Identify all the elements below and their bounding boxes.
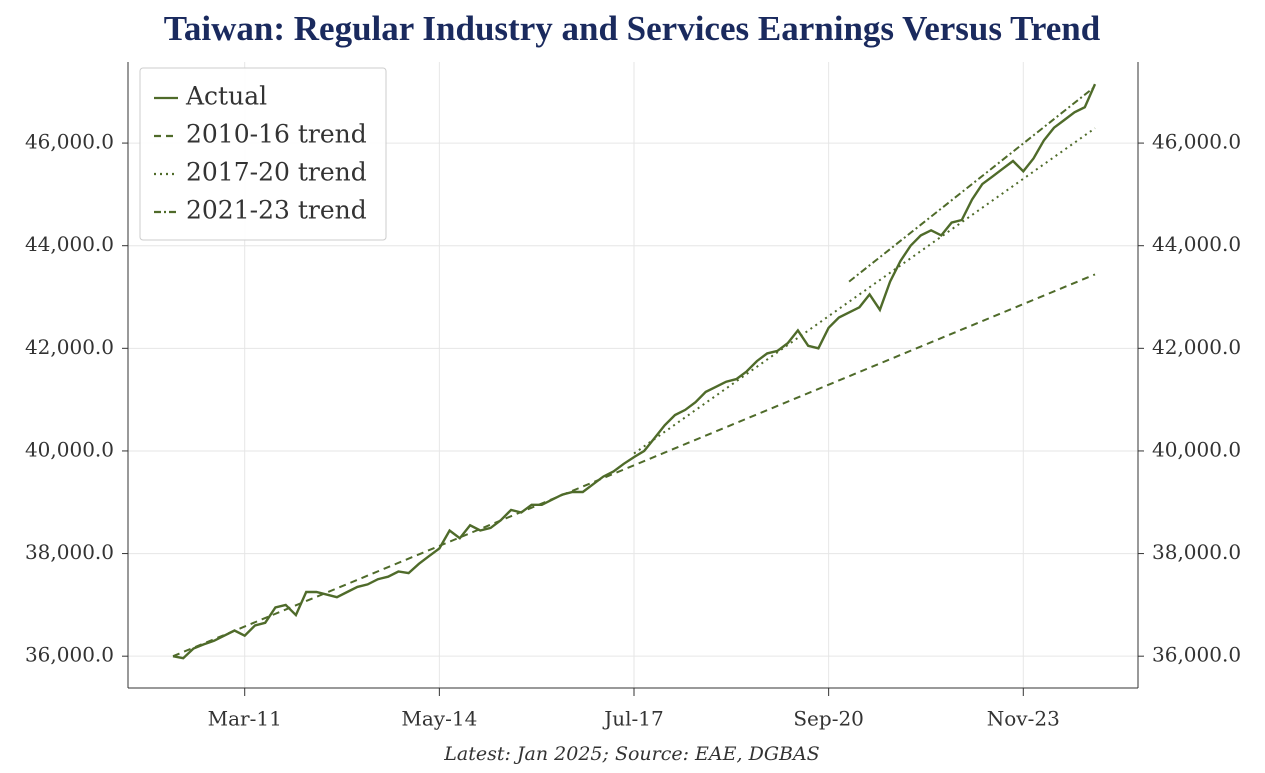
y-tick-label: 42,000.0 (25, 335, 114, 359)
x-tick-label: Jul-17 (602, 707, 664, 731)
x-tick-label: Sep-20 (793, 707, 864, 731)
y-tick-label: 44,000.0 (25, 232, 114, 256)
y2-tick-label: 38,000.0 (1152, 540, 1241, 564)
x-tick-label: May-14 (401, 707, 477, 731)
legend-label: 2017-20 trend (186, 158, 367, 187)
y-tick-label: 36,000.0 (25, 643, 114, 667)
footnote: Latest: Jan 2025; Source: EAE, DGBAS (443, 743, 819, 765)
legend-label: Actual (185, 82, 267, 111)
y2-tick-label: 36,000.0 (1152, 643, 1241, 667)
series-line (633, 127, 1096, 455)
legend-box (139, 67, 387, 241)
series-line (172, 83, 1097, 660)
x-tick-label: Nov-23 (987, 707, 1060, 731)
y-tick-label: 40,000.0 (25, 437, 114, 461)
series-line (848, 85, 1096, 283)
y2-tick-label: 46,000.0 (1152, 130, 1241, 154)
chart-title: Taiwan: Regular Industry and Services Ea… (164, 9, 1101, 48)
legend: Actual 2010-16 trend 2017-20 trend 2021-23 … (139, 67, 387, 241)
y2-tick-label: 44,000.0 (1152, 232, 1241, 256)
legend-label: 2021-23 trend (186, 196, 367, 225)
series-line (172, 273, 1096, 658)
legend-label: 2010-16 trend (186, 120, 367, 149)
y2-tick-label: 40,000.0 (1152, 437, 1241, 461)
y-tick-label: 38,000.0 (25, 540, 114, 564)
y-tick-label: 46,000.0 (25, 130, 114, 154)
y2-tick-label: 42,000.0 (1152, 335, 1241, 359)
x-tick-label: Mar-11 (208, 707, 282, 731)
